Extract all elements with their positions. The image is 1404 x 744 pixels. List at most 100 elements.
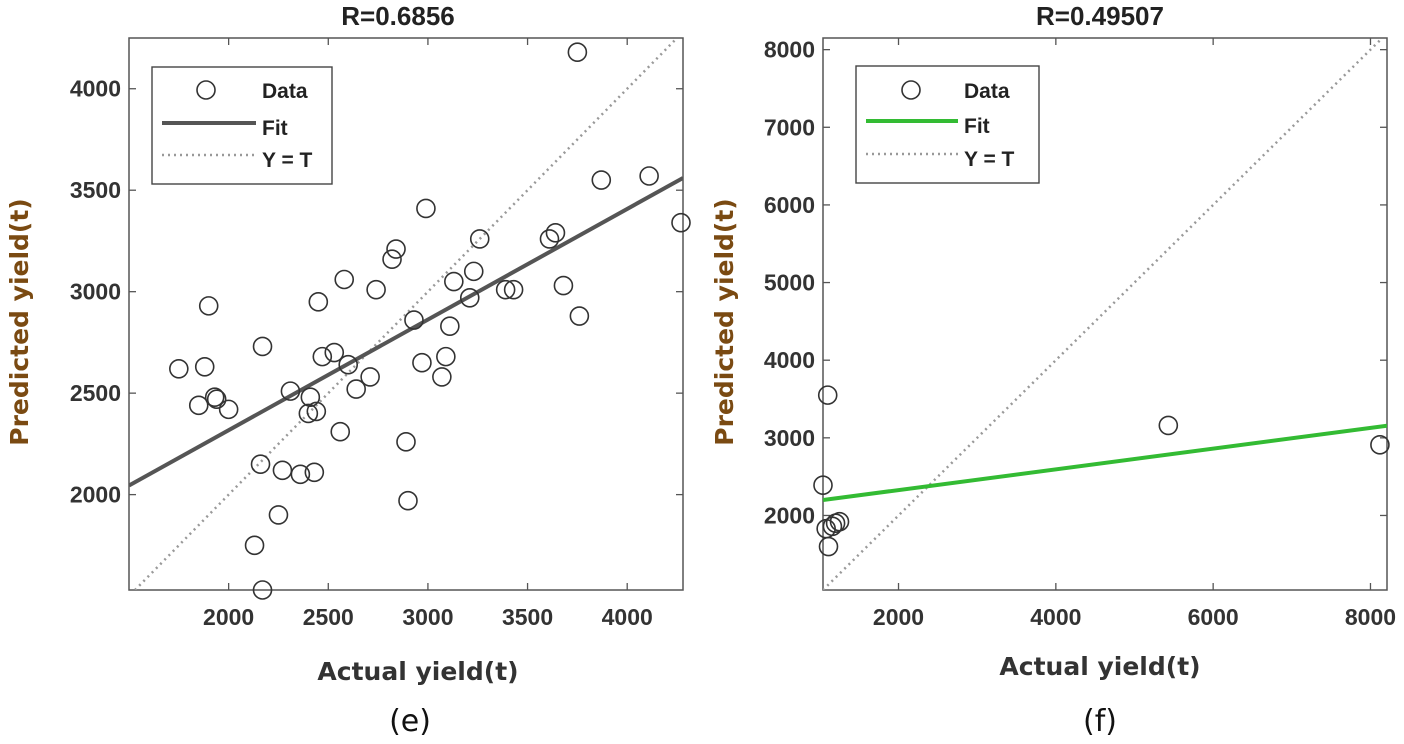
data-point xyxy=(545,223,566,243)
y-axis-label: Predicted yield(t) xyxy=(710,198,739,446)
data-point xyxy=(346,379,366,399)
data-point xyxy=(280,381,301,401)
x-axis-label: Actual yield(t) xyxy=(317,657,518,686)
data-point xyxy=(334,269,355,290)
legend-label: Fit xyxy=(262,117,288,140)
chart-title: R=0.6856 xyxy=(341,1,454,31)
identity-line xyxy=(823,38,1384,590)
legend-label: Y = T xyxy=(262,149,313,172)
x-tick-label: 3000 xyxy=(402,604,453,630)
data-point xyxy=(463,261,484,282)
data-point xyxy=(404,310,424,330)
x-tick-label: 2500 xyxy=(303,604,354,630)
y-axis-label: Predicted yield(t) xyxy=(5,198,34,446)
y-tick-label: 3500 xyxy=(70,177,121,203)
data-point xyxy=(1158,415,1179,436)
legend-label: Data xyxy=(262,80,308,103)
data-point xyxy=(330,421,351,442)
y-tick-label: 4000 xyxy=(764,347,815,373)
data-point xyxy=(416,198,436,219)
data-point xyxy=(306,401,327,422)
data-point xyxy=(469,229,490,249)
data-point xyxy=(386,239,406,259)
data-point xyxy=(440,316,460,336)
data-point xyxy=(204,387,225,408)
data-point xyxy=(252,580,273,600)
legend-box xyxy=(855,65,1040,184)
data-point xyxy=(312,346,333,367)
x-tick-label: 2000 xyxy=(203,604,254,630)
y-tick-label: 5000 xyxy=(764,270,815,296)
data-point xyxy=(272,460,293,481)
data-point xyxy=(444,271,464,292)
data-point xyxy=(324,342,345,363)
x-tick-label: 4000 xyxy=(602,604,653,630)
data-point xyxy=(459,287,480,308)
data-point xyxy=(813,475,833,495)
x-tick-label: 3500 xyxy=(502,604,553,630)
panel-caption: (e) xyxy=(389,704,431,739)
data-point xyxy=(382,249,402,270)
y-tick-label: 2500 xyxy=(70,380,121,406)
data-point xyxy=(268,505,289,525)
y-tick-label: 3000 xyxy=(70,279,121,305)
legend-box xyxy=(151,66,333,185)
y-tick-label: 6000 xyxy=(764,192,815,218)
data-point xyxy=(298,403,319,424)
legend-data-marker xyxy=(196,80,216,100)
fit-line xyxy=(823,423,1387,503)
data-point xyxy=(290,464,311,485)
data-point xyxy=(198,296,219,316)
x-tick-label: 6000 xyxy=(1188,604,1239,630)
data-point xyxy=(829,511,850,532)
y-tick-label: 7000 xyxy=(764,114,815,140)
data-point xyxy=(304,462,325,483)
data-point xyxy=(360,367,380,387)
data-point xyxy=(495,279,516,300)
panel-caption: (f) xyxy=(1083,704,1117,739)
data-point xyxy=(194,356,215,377)
legend-data-marker xyxy=(901,80,921,100)
data-point xyxy=(218,399,239,420)
data-point xyxy=(539,229,560,249)
data-point xyxy=(338,354,359,375)
chart-title: R=0.49507 xyxy=(1036,1,1164,31)
x-tick-label: 2000 xyxy=(873,604,924,630)
x-axis-label: Actual yield(t) xyxy=(999,652,1200,681)
data-point xyxy=(250,454,271,474)
data-point xyxy=(432,367,452,387)
data-point xyxy=(671,212,691,233)
data-point xyxy=(567,42,588,63)
y-tick-label: 2000 xyxy=(764,502,815,528)
data-point xyxy=(639,166,659,186)
data-point xyxy=(244,535,265,556)
data-point xyxy=(436,346,456,367)
data-point xyxy=(412,352,432,373)
data-point xyxy=(188,395,209,416)
data-point xyxy=(252,336,273,357)
y-tick-label: 3000 xyxy=(764,425,815,451)
y-tick-label: 8000 xyxy=(764,37,815,63)
x-tick-label: 4000 xyxy=(1030,604,1081,630)
data-point xyxy=(1370,435,1390,455)
data-point xyxy=(300,387,321,408)
x-tick-label: 8000 xyxy=(1345,604,1396,630)
legend-label: Fit xyxy=(964,115,990,138)
data-point xyxy=(818,536,839,557)
legend-label: Y = T xyxy=(964,148,1015,171)
data-point xyxy=(569,306,590,326)
y-tick-label: 4000 xyxy=(70,76,121,102)
data-point xyxy=(169,358,189,379)
data-point xyxy=(503,279,524,300)
chart-panel-f: 2000 4000 6000 8000 2000 3000 4000 5000 6000 7000… xyxy=(710,1,1396,739)
y-tick-label: 2000 xyxy=(70,482,121,508)
chart-panel-e: 2000 2500 3000 3500 4000 2000 2500 3000 3500 4000… xyxy=(5,1,691,739)
data-point xyxy=(396,432,416,452)
data-point xyxy=(206,389,227,410)
data-point xyxy=(553,275,574,296)
fit-line xyxy=(129,176,683,488)
data-point xyxy=(366,279,386,300)
data-point xyxy=(308,292,329,312)
legend-label: Data xyxy=(964,80,1010,103)
